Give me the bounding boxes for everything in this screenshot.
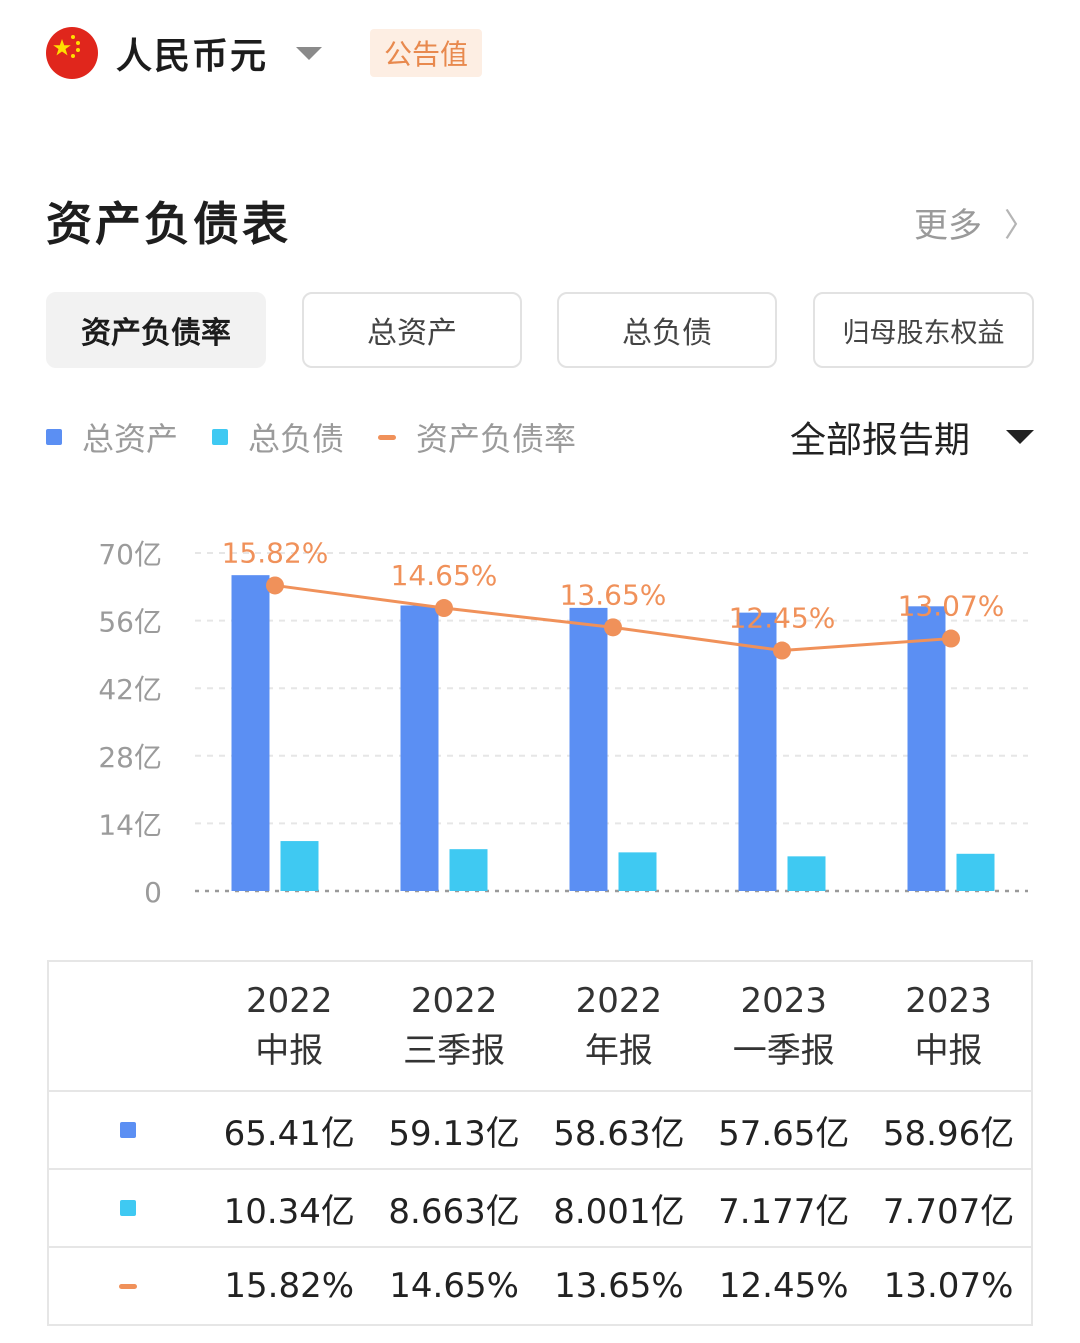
legend-liabilities-swatch: [212, 429, 229, 445]
y-tick-label: 70亿: [98, 538, 162, 571]
header-period: 一季报: [732, 1031, 835, 1071]
legend-assets-swatch: [46, 429, 62, 445]
ratio-swatch: [118, 1283, 137, 1289]
legend-item-liabilities[interactable]: 总负债: [212, 414, 344, 460]
period-dropdown[interactable]: 全部报告期: [790, 412, 1034, 462]
bar-total-liabilities: [618, 852, 657, 891]
ratio-point: [604, 618, 622, 637]
tab-debt-ratio[interactable]: 资产负债率: [46, 292, 266, 368]
table-cell: 12.45%: [718, 1266, 849, 1306]
period-label[interactable]: 全部报告期: [789, 420, 970, 461]
table-cell: 57.65亿: [718, 1113, 850, 1154]
table-cell: 7.177亿: [718, 1191, 850, 1232]
bar-total-liabilities: [449, 849, 488, 891]
table-header-cell: 2022 年报: [537, 976, 702, 1076]
table-header-cell: 2022 中报: [207, 976, 372, 1076]
legend-item-ratio[interactable]: 资产负债率: [378, 414, 576, 460]
table-cell: 15.82%: [224, 1266, 355, 1306]
chevron-right-icon[interactable]: 〉: [1003, 205, 1036, 244]
header-year: 2023: [740, 981, 827, 1021]
table-cell: 14.65%: [389, 1266, 519, 1306]
bar-total-liabilities: [787, 856, 826, 891]
table-header-cell: 2023 中报: [866, 976, 1031, 1076]
table-row-assets: 65.41亿 59.13亿 58.63亿 57.65亿 58.96亿: [49, 1090, 1031, 1168]
ratio-point: [435, 599, 453, 618]
legend-item-assets[interactable]: 总资产: [46, 414, 178, 460]
legend-ratio-label: 资产负债率: [416, 420, 577, 458]
header-year: 2022: [575, 981, 663, 1021]
table-cell: 7.707亿: [882, 1191, 1015, 1232]
table-header-row: 2022 中报 2022 三季报 2022 年报 2023 一季报 2023 中报: [49, 962, 1031, 1090]
header-year: 2022: [410, 981, 498, 1021]
balance-sheet-chart: 0 14亿 28亿 42亿 56亿 70亿 15.82% 14.65% 13.65% 12.45%…: [98, 536, 1028, 909]
currency-selector[interactable]: 人民币元 公告值: [46, 26, 483, 80]
bar-total-assets: [569, 607, 608, 891]
table-cell: 8.001亿: [553, 1191, 685, 1232]
bar-total-assets: [231, 575, 270, 891]
row-key: [49, 1200, 207, 1216]
tab-total-liabilities[interactable]: 总负债: [557, 292, 777, 368]
announced-value-badge: 公告值: [370, 29, 483, 77]
row-key: [49, 1283, 207, 1289]
header-period: 中报: [255, 1031, 324, 1071]
bar-total-liabilities: [956, 853, 995, 891]
ratio-data-label: 13.65%: [560, 578, 667, 611]
header-period: 中报: [914, 1031, 983, 1071]
more-link[interactable]: 更多 〉: [914, 198, 1036, 247]
ratio-data-label: 15.82%: [222, 536, 329, 569]
ratio-point: [942, 629, 960, 648]
table-row-liabilities: 10.34亿 8.663亿 8.001亿 7.177亿 7.707亿: [49, 1168, 1031, 1246]
bar-total-liabilities: [280, 841, 319, 891]
tab-total-assets[interactable]: 总资产: [302, 292, 522, 368]
currency-label[interactable]: 人民币元: [116, 36, 269, 77]
caret-down-icon[interactable]: [1006, 430, 1034, 444]
header-period: 年报: [584, 1031, 653, 1071]
section-title: 资产负债表: [46, 197, 291, 251]
y-tick-label: 14亿: [98, 808, 162, 841]
table-header-cell: 2022 三季报: [372, 976, 537, 1076]
chevron-down-icon[interactable]: [296, 46, 323, 60]
table-cell: 59.13亿: [388, 1113, 520, 1154]
tab-parent-equity[interactable]: 归母股东权益: [813, 292, 1034, 368]
table-cell: 58.63亿: [553, 1113, 685, 1154]
table-header-cell: 2023 一季报: [701, 976, 866, 1076]
table-cell: 13.07%: [883, 1266, 1014, 1306]
china-flag-icon: [46, 27, 98, 79]
bar-total-assets: [907, 606, 946, 891]
table-cell: 58.96亿: [882, 1113, 1015, 1154]
header-year: 2023: [905, 981, 992, 1021]
ratio-point: [266, 576, 284, 595]
legend-assets-label: 总资产: [82, 420, 179, 458]
ratio-data-label: 13.07%: [898, 590, 1005, 623]
table-cell: 13.65%: [554, 1266, 684, 1306]
header-year: 2022: [245, 981, 333, 1021]
assets-swatch: [119, 1122, 136, 1138]
bar-total-assets: [400, 605, 439, 891]
header-period: 三季报: [403, 1031, 506, 1071]
more-label[interactable]: 更多: [913, 206, 982, 246]
legend-liabilities-label: 总负债: [248, 420, 345, 458]
y-tick-label: 28亿: [98, 741, 162, 774]
metric-tabs: 资产负债率 总资产 总负债 归母股东权益: [46, 292, 1034, 372]
y-tick-label: 56亿: [98, 606, 162, 639]
table-cell: 8.663亿: [388, 1191, 520, 1232]
chart-legend: 总资产 总负债 资产负债率: [46, 412, 610, 462]
ratio-data-label: 12.45%: [729, 602, 836, 635]
table-row-ratio: 15.82% 14.65% 13.65% 12.45% 13.07%: [49, 1246, 1031, 1324]
table-cell: 65.41亿: [223, 1113, 355, 1154]
data-table: 2022 中报 2022 三季报 2022 年报 2023 一季报 2023 中报 65.…: [47, 960, 1033, 1326]
liabilities-swatch: [119, 1200, 136, 1216]
y-tick-label: 0: [144, 876, 162, 909]
ratio-data-label: 14.65%: [391, 559, 498, 592]
y-tick-label: 42亿: [98, 673, 162, 706]
table-cell: 10.34亿: [223, 1191, 355, 1232]
ratio-point: [773, 641, 791, 660]
row-key: [49, 1122, 207, 1138]
legend-ratio-swatch: [378, 434, 397, 440]
bar-total-assets: [738, 612, 777, 891]
